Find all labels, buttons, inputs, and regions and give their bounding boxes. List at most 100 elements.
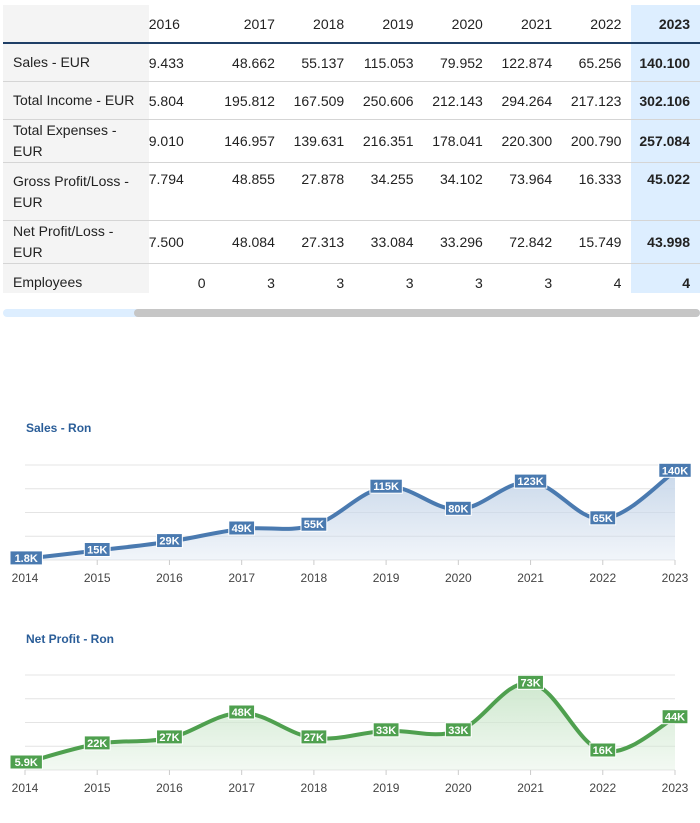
row-label: Total Expenses - EUR	[3, 119, 149, 163]
table-cell: 27.878	[284, 162, 355, 221]
x-tick-label: 2018	[301, 781, 328, 795]
data-label-text: 48K	[232, 707, 252, 719]
table-cell-highlighted: 257.084	[631, 119, 700, 163]
data-label-text: 15K	[87, 545, 107, 557]
table-cell: 65.256	[562, 43, 632, 82]
data-label-box	[156, 533, 183, 549]
table-cell-highlighted: 45.022	[631, 162, 700, 221]
x-tick-label: 2014	[12, 571, 39, 585]
x-tick-label: 2015	[84, 571, 111, 585]
data-label: 73K	[517, 674, 544, 690]
table-cell: 3	[215, 263, 285, 293]
table-cell: 3	[423, 263, 493, 293]
row-label: Sales - EUR	[3, 43, 149, 82]
table-cell: 5.804	[148, 81, 216, 120]
data-label-text: 5.9K	[15, 757, 38, 769]
net-profit-chart-title: Net Profit - Ron	[26, 632, 114, 646]
data-label-text: 140K	[662, 465, 688, 477]
data-label-text: 49K	[232, 523, 252, 535]
data-label: 55K	[300, 516, 328, 532]
table-cell: 0	[148, 263, 216, 293]
x-tick-label: 2015	[84, 781, 111, 795]
x-tick-label: 2021	[517, 781, 544, 795]
data-label-text: 73K	[520, 677, 540, 689]
x-tick-label: 2014	[12, 781, 39, 795]
table-cell: 48.855	[215, 162, 285, 221]
table-cell: 48.662	[215, 43, 285, 82]
data-label: 140K	[658, 462, 692, 478]
x-tick-label: 2022	[589, 781, 616, 795]
data-label-box	[369, 478, 403, 494]
x-tick-label: 2018	[301, 571, 328, 585]
data-label: 22K	[83, 735, 111, 751]
x-tick-label: 2021	[517, 571, 544, 585]
table-cell: 7.794	[148, 162, 216, 221]
x-tick-label: 2020	[445, 781, 472, 795]
data-label: 27K	[300, 729, 328, 745]
data-label-box	[228, 520, 256, 536]
data-label-text: 33K	[376, 725, 396, 737]
data-label-box	[517, 674, 544, 690]
net-profit-area	[25, 683, 675, 770]
table-cell: 73.964	[492, 162, 563, 221]
table-cell: 3	[354, 263, 424, 293]
sales-chart: 1.8K 15K 29K 49K 55K 115K 80K 123K 65K 140K 2014 20…	[9, 462, 692, 585]
sales-area	[25, 471, 675, 560]
table-row: Sales - EUR 9.433 48.662 55.137 115.053 …	[3, 43, 700, 82]
table-cell: 33.084	[354, 220, 424, 264]
x-tick-label: 2020	[445, 571, 472, 585]
data-label-box	[300, 516, 328, 532]
data-label-box	[589, 510, 617, 526]
data-label-box	[658, 462, 692, 478]
data-label: 27K	[156, 729, 183, 745]
data-label-text: 16K	[593, 745, 613, 757]
table-cell-highlighted: 302.106	[631, 81, 700, 120]
data-label: 16K	[589, 742, 617, 758]
data-label-box	[9, 550, 43, 566]
table-cell: 167.509	[284, 81, 355, 120]
table-cell: 216.351	[354, 119, 424, 163]
data-label-box	[372, 722, 400, 738]
data-label-box	[83, 735, 111, 751]
table-cell: 200.790	[562, 119, 632, 163]
x-tick-label: 2017	[228, 571, 255, 585]
header-year-highlighted: 2023	[631, 5, 700, 44]
table-cell: 217.123	[562, 81, 632, 120]
row-label: Employees	[3, 263, 149, 293]
table-row: Total Expenses - EUR 9.010 146.957 139.6…	[3, 119, 700, 163]
financial-table-container[interactable]: 2016 2017 2018 2019 2020 2021 2022 2023 …	[3, 5, 700, 293]
data-label-box	[513, 473, 548, 489]
data-label-box	[156, 729, 183, 745]
data-label: 29K	[156, 533, 183, 549]
data-label: 1.8K	[9, 550, 43, 566]
horizontal-scrollbar[interactable]	[3, 309, 700, 317]
data-label-text: 80K	[448, 503, 468, 515]
header-year: 2022	[562, 5, 632, 44]
x-tick-label: 2016	[156, 571, 183, 585]
row-label: Gross Profit/Loss - EUR	[3, 162, 149, 221]
header-year: 2016	[148, 5, 216, 44]
table-cell-highlighted: 43.998	[631, 220, 700, 264]
row-label: Total Income - EUR	[3, 81, 149, 120]
data-label-text: 22K	[87, 738, 107, 750]
data-label-box	[9, 754, 43, 770]
header-year: 2017	[215, 5, 285, 44]
table-header-row: 2016 2017 2018 2019 2020 2021 2022 2023	[3, 5, 700, 44]
data-label-text: 55K	[304, 519, 324, 531]
scrollbar-thumb[interactable]	[134, 309, 700, 317]
data-label: 80K	[444, 500, 472, 516]
row-label: Net Profit/Loss - EUR	[3, 220, 149, 264]
table-row: Employees 0 3 3 3 3 3 4 4	[3, 263, 700, 293]
net-profit-line	[24, 681, 676, 765]
data-label-text: 27K	[159, 732, 179, 744]
header-label-cell	[3, 5, 149, 44]
financial-table: 2016 2017 2018 2019 2020 2021 2022 2023 …	[3, 5, 700, 293]
table-cell: 139.631	[284, 119, 355, 163]
table-row: Net Profit/Loss - EUR 7.500 48.084 27.31…	[3, 220, 700, 264]
table-cell: 220.300	[492, 119, 563, 163]
table-cell: 79.952	[423, 43, 493, 82]
data-label: 115K	[369, 478, 403, 494]
x-tick-label: 2019	[373, 571, 400, 585]
table-cell: 4	[562, 263, 632, 293]
data-label: 33K	[372, 722, 400, 738]
